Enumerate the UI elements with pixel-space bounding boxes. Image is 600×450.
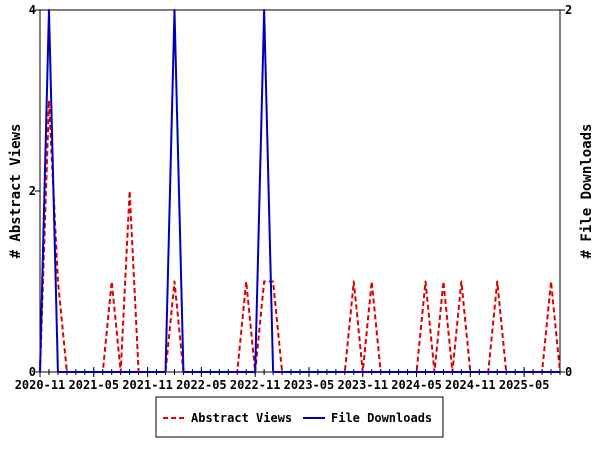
legend-label: Abstract Views [191, 411, 292, 425]
x-tick-label: 2025-05 [499, 378, 550, 392]
legend-box [155, 396, 444, 438]
legend-label: File Downloads [331, 411, 432, 425]
y-left-tick-label: 2 [29, 184, 36, 198]
y-right-tick-label: 0 [565, 365, 572, 379]
x-tick-label: 2023-11 [337, 378, 388, 392]
plot-frame [39, 9, 561, 373]
x-tick-label: 2021-05 [69, 378, 120, 392]
x-tick-label: 2022-11 [230, 378, 281, 392]
y-left-tick-label: 4 [29, 3, 36, 17]
x-tick-label: 2024-05 [391, 378, 442, 392]
y-left-axis-label: # Abstract Views [8, 124, 24, 259]
x-tick-label: 2024-11 [445, 378, 496, 392]
y-left-tick-label: 0 [29, 365, 36, 379]
series-line-abstract-views [39, 99, 561, 373]
series-line-file-downloads [39, 9, 560, 373]
y-right-axis-label: # File Downloads [579, 124, 595, 259]
x-tick-label: 2021-11 [122, 378, 173, 392]
x-tick-label: 2023-05 [284, 378, 335, 392]
legend: Abstract Views File Downloads [155, 396, 444, 438]
x-tick-label: 2020-11 [15, 378, 66, 392]
x-tick-label: 2022-05 [176, 378, 227, 392]
y-right-tick-label: 2 [565, 3, 572, 17]
